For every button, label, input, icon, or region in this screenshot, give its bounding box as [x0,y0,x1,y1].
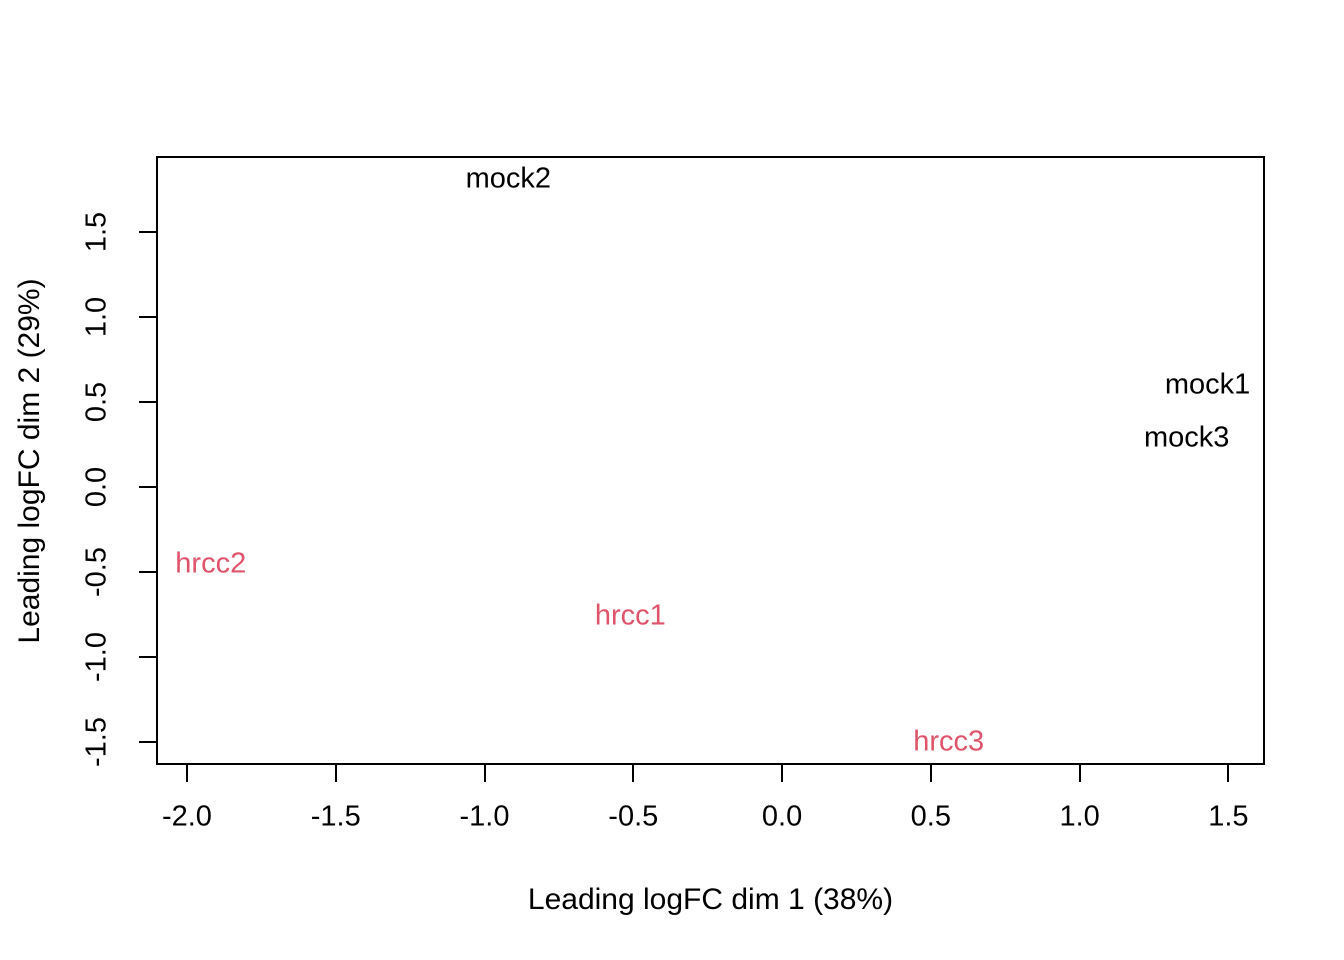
x-axis-tick-mark [929,765,932,782]
sample-label-hrcc1: hrcc1 [594,599,666,632]
x-axis-tick-label: -2.0 [161,800,212,833]
y-axis-tick-label: 1.0 [80,296,113,338]
x-axis-tick-label: -1.0 [459,800,510,833]
y-axis-tick-label: 1.5 [80,211,113,253]
y-axis-tick-mark [139,571,156,574]
y-axis-tick-mark [139,231,156,234]
y-axis-tick-mark [139,656,156,659]
x-axis-tick-mark [185,765,188,782]
x-axis-tick-mark [1227,765,1230,782]
sample-label-mock1: mock1 [1164,368,1251,401]
x-axis-tick-label: 0.0 [761,800,803,833]
x-axis-tick-mark [483,765,486,782]
x-axis-tick-label: -1.5 [310,800,361,833]
y-axis-tick-label: -1.0 [80,632,113,683]
y-axis-tick-mark [139,741,156,744]
x-axis-tick-mark [1078,765,1081,782]
x-axis-tick-mark [781,765,784,782]
x-axis-tick-label: -0.5 [608,800,659,833]
x-axis-tick-label: 0.5 [910,800,951,833]
y-axis-tick-label: -1.5 [80,717,113,768]
x-axis-title: Leading logFC dim 1 (38%) [527,883,894,916]
sample-label-hrcc2: hrcc2 [175,547,247,580]
y-axis-tick-mark [139,401,156,404]
sample-label-mock3: mock3 [1144,421,1230,454]
x-axis-tick-mark [632,765,635,782]
sample-label-hrcc3: hrcc3 [913,725,985,758]
y-axis-tick-label: 0.5 [80,381,113,423]
x-axis-tick-label: 1.5 [1208,800,1249,833]
x-axis-tick-label: 1.0 [1059,800,1100,833]
y-axis-tick-mark [139,316,156,319]
plot-area [156,156,1265,765]
y-axis-title: Leading logFC dim 2 (29%) [13,277,46,644]
y-axis-tick-label: 0.0 [80,466,113,508]
sample-label-mock2: mock2 [465,162,552,195]
y-axis-tick-label: -0.5 [80,547,113,598]
y-axis-tick-mark [139,486,156,489]
x-axis-tick-mark [334,765,337,782]
